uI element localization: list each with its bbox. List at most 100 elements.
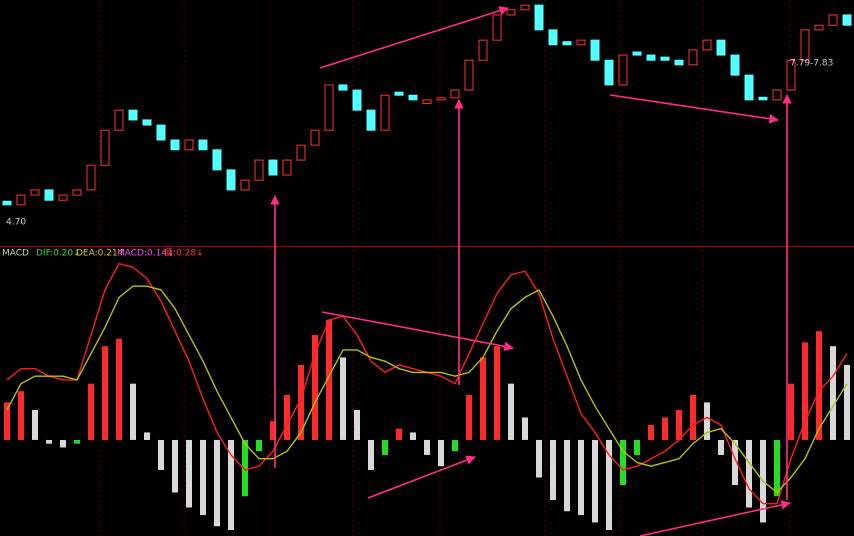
candle (142, 119, 152, 126)
macd-bar (102, 346, 108, 440)
candle (296, 144, 306, 161)
candle (16, 194, 26, 206)
macd-bar (774, 439, 780, 497)
price-label: 7.79-7.83 (790, 59, 833, 69)
candle (128, 109, 138, 121)
macd-bar (690, 394, 696, 440)
macd-bar (340, 357, 346, 440)
annotation-arrows (270, 6, 792, 536)
candle (2, 200, 12, 206)
candle (72, 189, 82, 196)
candle (436, 97, 446, 101)
macd-bar (382, 439, 388, 455)
candle (814, 24, 824, 31)
candle (30, 189, 40, 196)
macd-bar (494, 346, 500, 440)
candle (464, 59, 474, 91)
candle (688, 49, 698, 66)
macd-bar (802, 342, 808, 440)
macd-bar (326, 319, 332, 440)
macd-bar (32, 409, 38, 440)
candle (86, 164, 96, 191)
legend-extra: 值:0.28↓ (164, 247, 204, 259)
macd-bar (298, 364, 304, 440)
candle (212, 149, 222, 171)
candle (324, 84, 334, 131)
macd-bar (452, 439, 458, 452)
candle (170, 139, 180, 151)
macd-bar (438, 439, 444, 467)
macd-bar (4, 402, 10, 440)
macd-bar (676, 409, 682, 440)
macd-bar (606, 439, 612, 530)
macd-bar (648, 424, 654, 440)
candle (562, 41, 572, 46)
candle (100, 129, 110, 166)
macd-bar (228, 439, 234, 530)
candle (646, 54, 656, 61)
candle (590, 39, 600, 61)
trend-arrow (321, 311, 514, 352)
candle (576, 39, 586, 46)
candle (240, 179, 250, 191)
legend-dif: DIF:0.20↓ (36, 249, 81, 259)
trend-arrow (367, 455, 476, 499)
macd-bar (816, 331, 822, 440)
macd-bar (46, 439, 52, 444)
candle (618, 54, 628, 86)
candle (282, 159, 292, 176)
macd-bar (410, 432, 416, 440)
macd-bar (522, 417, 528, 440)
trend-arrow (319, 6, 509, 69)
low-label: 4.70 (6, 218, 26, 228)
macd-bar (270, 421, 276, 440)
macd-bar (354, 409, 360, 440)
macd-bar (508, 383, 514, 440)
candle (702, 39, 712, 51)
macd-bar (186, 439, 192, 508)
candle (842, 14, 852, 26)
macd-bar (242, 439, 248, 497)
macd-bar (368, 439, 374, 470)
candle (156, 124, 166, 141)
macd-bar (620, 439, 626, 485)
candle (422, 99, 432, 104)
legend-macd: MACD:0.14↓ (117, 249, 175, 259)
candle (632, 51, 642, 56)
candle (828, 14, 838, 26)
macd-bar (256, 439, 262, 452)
candle (268, 159, 278, 176)
macd-bar (396, 428, 402, 440)
macd-bar (18, 391, 24, 440)
macd-bar (634, 439, 640, 455)
price-panel (2, 4, 852, 206)
candle (450, 89, 460, 99)
candle (44, 189, 54, 201)
macd-bar (74, 439, 80, 444)
macd-bar (60, 439, 66, 448)
macd-bar (662, 417, 668, 440)
macd-line (6, 285, 848, 494)
macd-bar (578, 439, 584, 515)
candle (744, 74, 754, 101)
macd-bar (312, 334, 318, 440)
macd-bar (424, 439, 430, 455)
candle (58, 194, 68, 201)
macd-bar (116, 338, 122, 440)
candle (114, 109, 124, 131)
macd-bar (172, 439, 178, 493)
macd-bar (704, 402, 710, 440)
candle (604, 59, 614, 86)
trend-arrow (609, 94, 779, 124)
candle (380, 94, 390, 131)
candle (478, 39, 488, 61)
macd-bar (214, 439, 220, 527)
candle (660, 56, 670, 61)
candle (786, 59, 796, 91)
trend-arrow (639, 500, 791, 536)
candle (674, 59, 684, 66)
candle (394, 91, 404, 96)
